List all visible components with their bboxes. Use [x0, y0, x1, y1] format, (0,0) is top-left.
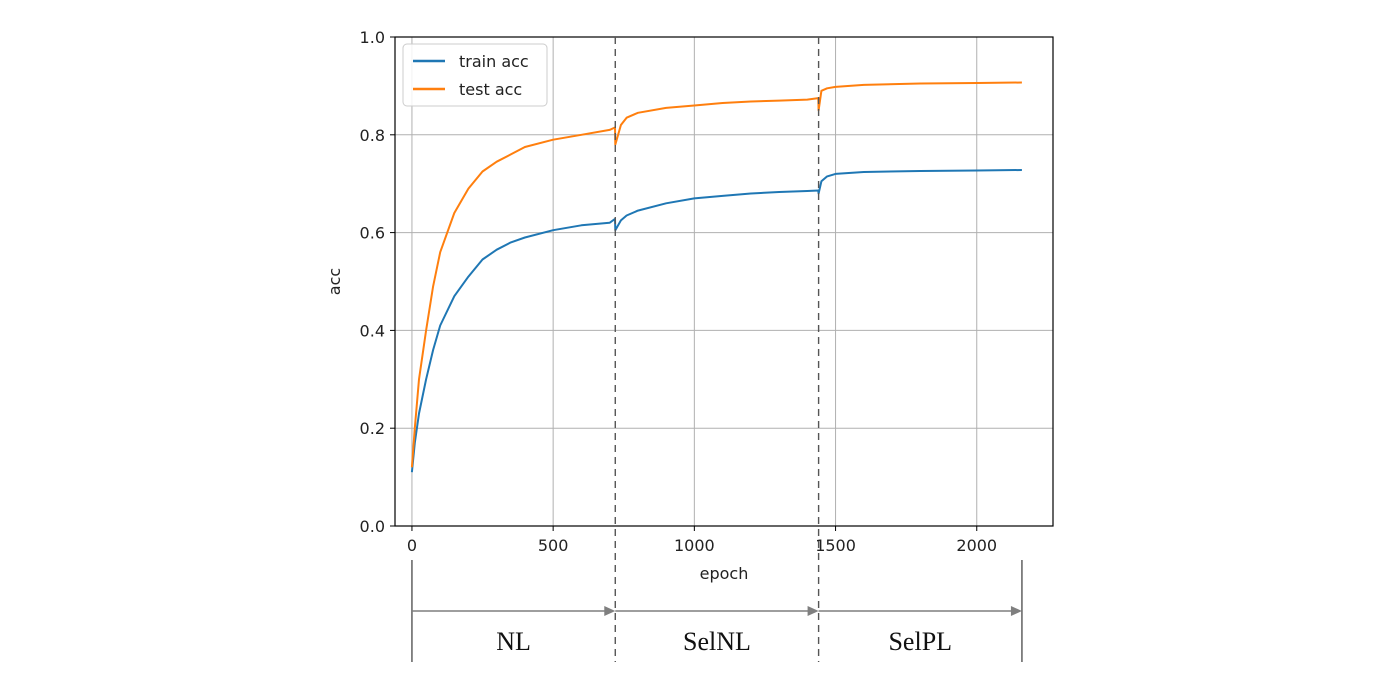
phase-annotations: NL SelNL SelPL: [411, 37, 1023, 662]
legend-box: [402, 43, 548, 107]
y-tick-label: 1.0: [360, 28, 385, 47]
y-tick-label: 0.4: [360, 321, 385, 340]
y-axis-label: acc: [325, 268, 344, 295]
x-tick-label: 2000: [956, 536, 997, 555]
legend: train acc test acc: [402, 43, 548, 107]
legend-label: test acc: [459, 80, 522, 99]
phase-label: NL: [496, 627, 531, 656]
y-tick-label: 0.6: [360, 224, 385, 243]
x-tick-label: 1000: [674, 536, 715, 555]
legend-label: train acc: [459, 52, 529, 71]
y-tick-label: 0.0: [360, 517, 385, 536]
phase-label: SelNL: [683, 627, 751, 656]
x-tick-label: 500: [538, 536, 569, 555]
series-line-test-acc: [410, 81, 1022, 468]
phase-arrow-head: [807, 606, 819, 616]
axis-ticks: 0 500 1000 1500 2000 0.0 0.2 0.4 0.6 0.8 1.0: [360, 28, 998, 555]
x-tick-label: 1500: [815, 536, 856, 555]
phase-arrow-head: [604, 606, 616, 616]
y-tick-label: 0.2: [360, 419, 385, 438]
phase-arrow-head: [1010, 606, 1022, 616]
x-tick-label: 0: [407, 536, 417, 555]
series-lines: [410, 81, 1022, 473]
y-tick-label: 0.8: [360, 126, 385, 145]
series-line-train-acc: [410, 169, 1022, 473]
grid: [395, 36, 1053, 527]
phase-label: SelPL: [888, 627, 952, 656]
x-axis-label: epoch: [700, 564, 749, 583]
plot-frame: [394, 36, 1054, 527]
